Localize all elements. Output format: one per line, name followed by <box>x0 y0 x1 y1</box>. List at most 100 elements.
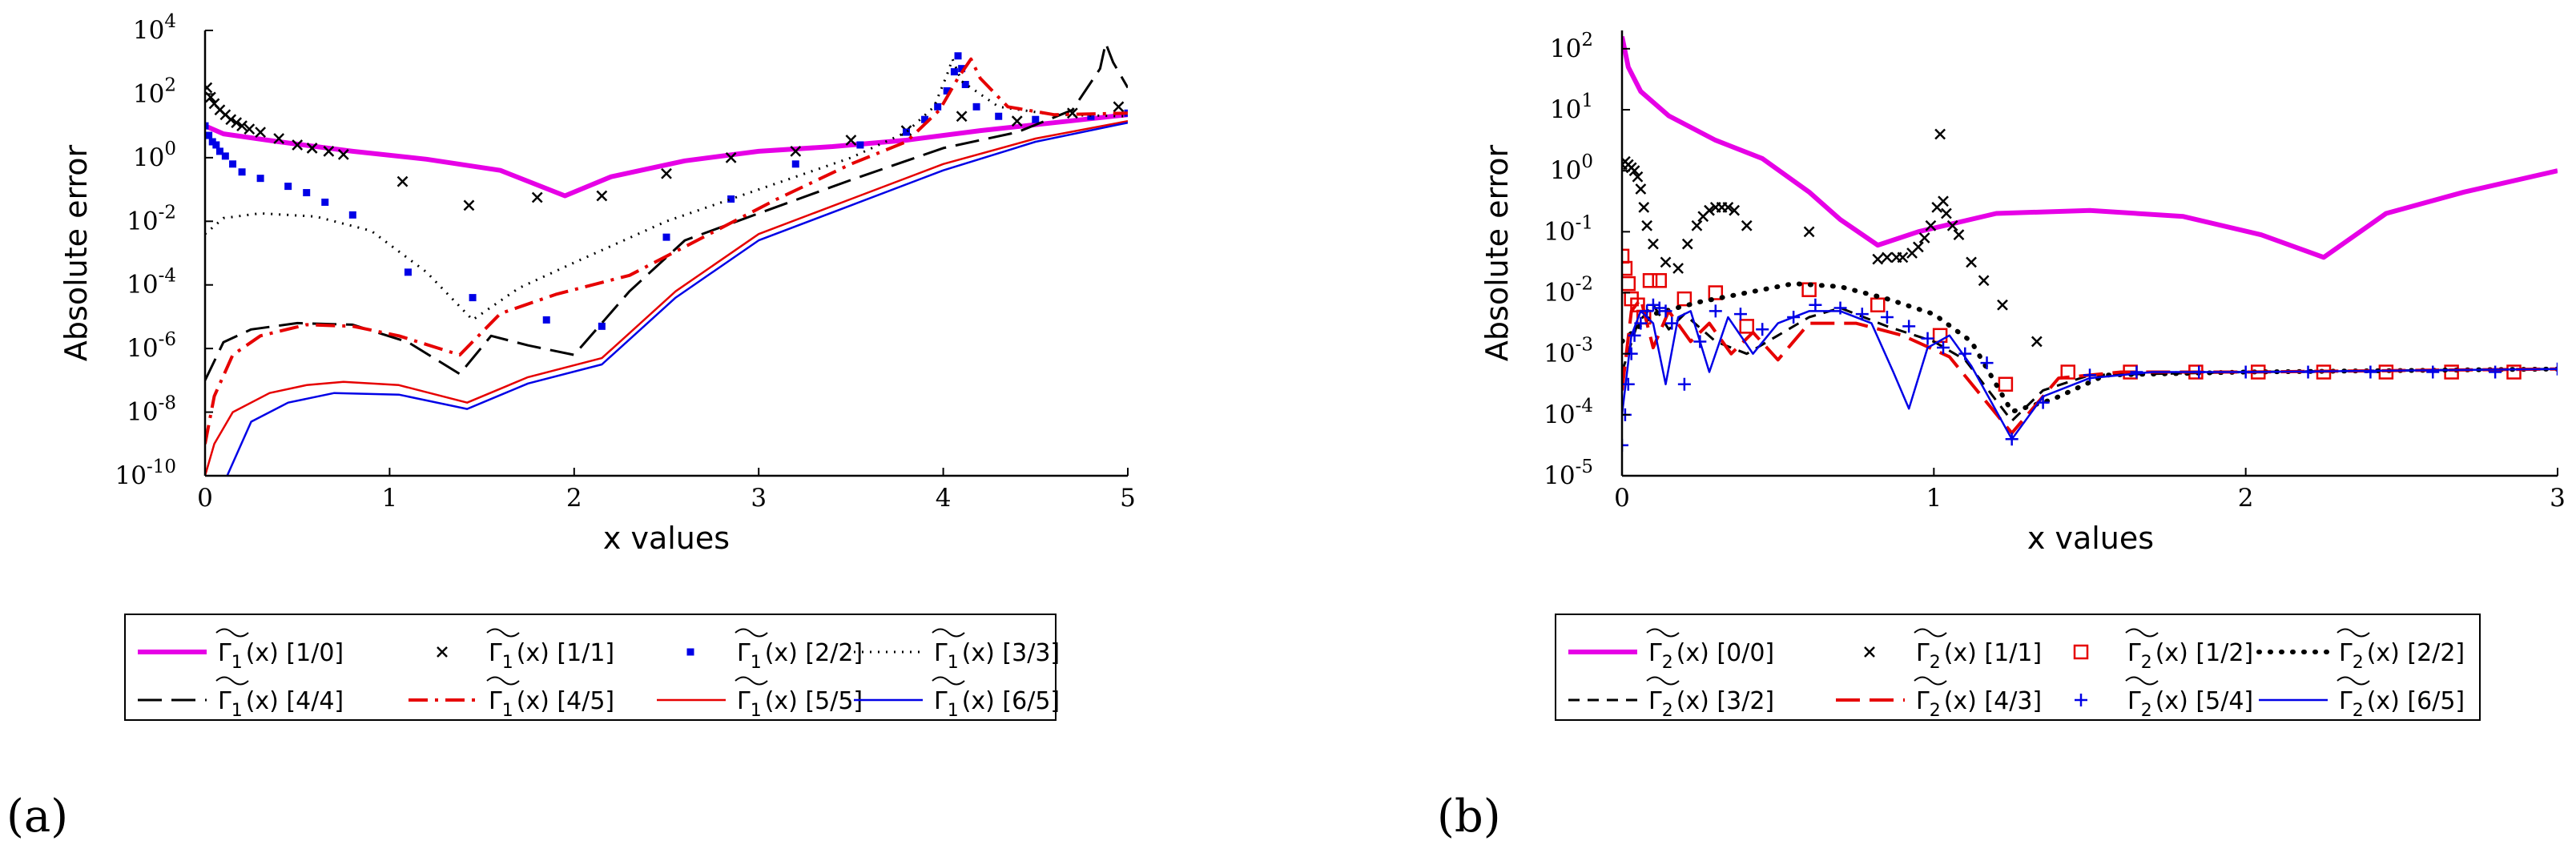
chart-b-series-1-1-point <box>1912 241 1924 253</box>
chart-a-x-tick-label: 0 <box>197 484 213 513</box>
chart-a-legend-entry-4-4-tilde <box>215 676 249 686</box>
chart-b-series-5-4-point <box>2364 365 2377 379</box>
chart-a-y-tick-label: 104 <box>133 11 176 45</box>
chart-b-legend-frame <box>1555 614 2481 721</box>
chart-a-legend-entry-4-4-label: Γ1 (x) [4/4] <box>218 687 344 721</box>
chart-a-series-1-1-point <box>1066 107 1078 119</box>
chart-a-x-tick-label: 1 <box>382 484 398 513</box>
chart-a-legend-entry-2-2-label: Γ1 (x) [2/2] <box>737 639 863 673</box>
chart-b-y-tick-label: 10-5 <box>1544 457 1593 490</box>
chart-b-series-1-2-point <box>1932 328 1948 344</box>
chart-a-series-2-2-point <box>903 128 911 136</box>
chart-b-legend-entry-3-2: Γ2 (x) [3/2] <box>1568 676 1774 721</box>
chart-b-series-1-1-point <box>1638 201 1650 213</box>
chart-a-y-tick-label: 10-8 <box>127 393 176 427</box>
chart-b-y-tick-label: 102 <box>1550 30 1593 63</box>
chart-b-series-4-3 <box>1622 297 2558 435</box>
chart-a: 0 1 2 3 4 5 10-10 10-8 10-6 10-4 10-2 100 102 104 x v… <box>6 11 1136 843</box>
chart-b-series-1-2-point <box>1708 285 1724 300</box>
chart-b-series-1-1-point <box>1978 275 1990 287</box>
chart-b-legend-entry-0-0-label: Γ2 (x) [0/0] <box>1648 639 1774 673</box>
chart-b-series-5-4-point <box>1733 308 1747 321</box>
chart-b-series-5-4-point <box>2426 365 2440 379</box>
chart-b-x-tick-label: 1 <box>1926 484 1942 513</box>
chart-b-series-1-2-point <box>1622 248 1630 264</box>
chart-a-series-2-2-point <box>921 115 929 123</box>
chart-b-x-tick-label: 2 <box>2238 484 2254 513</box>
chart-a-series-2-2-point <box>208 138 216 146</box>
chart-a-series-1-1-point <box>661 167 672 179</box>
chart-b-series-5-4 <box>1622 298 2558 452</box>
chart-a-series-1-1-point <box>292 139 304 151</box>
chart-a-x-label: x values <box>603 521 730 556</box>
chart-b-series-1-1-point <box>1918 232 1930 243</box>
chart-b-series-5-4-point <box>1756 323 1769 336</box>
chart-b-series-1-1-point <box>1941 207 1952 219</box>
chart-a-series-1-1-point <box>396 175 409 187</box>
chart-a-series-1-1-point <box>225 114 237 126</box>
chart-a-series-4-4 <box>205 42 1128 381</box>
chart-b-series-1-2-point <box>1739 319 1754 334</box>
chart-a-legend-entry-1-1-symbol <box>437 646 448 658</box>
chart-a-series-4-4-line <box>205 42 1128 381</box>
chart-b-y-tick-label: 100 <box>1550 151 1593 185</box>
chart-b-series-1-1-point <box>1632 171 1644 183</box>
chart-b-series-1-1 <box>1622 128 2043 348</box>
chart-b-series-1-1-point <box>1729 204 1741 216</box>
chart-a-y-tick-label: 102 <box>133 74 176 108</box>
chart-b-series-1-1-point <box>1672 263 1684 274</box>
chart-a-legend-entry-2-2-symbol <box>686 648 694 656</box>
chart-b-series-5-4-point <box>1902 320 1916 333</box>
chart-a-series-2-2-point <box>321 198 329 206</box>
chart-b-series-6-5 <box>1622 310 2558 441</box>
chart-a-legend-entry-5-5-tilde <box>735 676 768 686</box>
chart-b-legend-entry-2-2-tilde <box>2337 628 2370 638</box>
chart-b-series-5-4-point <box>2130 365 2143 379</box>
chart-a-series-1-1-point <box>337 149 349 160</box>
chart-b-series-2-2-line <box>1622 281 2558 414</box>
chart-b-legend-entry-4-3: Γ2 (x) [4/3] <box>1836 676 2042 721</box>
chart-b-series-1-1-point <box>1803 226 1815 238</box>
chart-a-series-1-1-point <box>956 111 968 123</box>
chart-b-series-1-1-point <box>1897 251 1909 264</box>
chart-b-series-1-1-point <box>1704 204 1715 216</box>
chart-b-legend-entry-6-5-label: Γ2 (x) [6/5] <box>2339 687 2465 721</box>
chart-a-series-2-2-point <box>662 233 670 241</box>
chart-a-x-tick-label: 5 <box>1120 484 1136 513</box>
chart-b-series-1-1-point <box>1925 219 1937 231</box>
chart-a-series-2-2-point <box>958 65 966 73</box>
chart-b-legend-entry-6-5-tilde <box>2337 676 2370 686</box>
chart-b-x-tick-label: 3 <box>2550 484 2566 513</box>
chart-a-legend: Γ1 (x) [1/0] Γ1 (x) [1/1] Γ1 (x) [2/2] Γ1 (x) [… <box>124 614 1060 721</box>
chart-a-series-2-2-point <box>961 81 969 89</box>
chart-a-y-tick-label: 10-6 <box>127 329 176 363</box>
chart-b-series-3-2-line <box>1622 304 2558 422</box>
chart-a-series-2-2-point <box>348 211 356 219</box>
chart-b-legend-entry-1-1-symbol <box>1864 646 1875 658</box>
chart-a-series-5-5 <box>205 119 1128 476</box>
chart-b-legend-entry-1-2-label: Γ2 (x) [1/2] <box>2127 639 2253 673</box>
chart-b-series-5-4-point <box>1640 304 1654 318</box>
chart-b-panel-label: (b) <box>1437 791 1501 843</box>
chart-b-series-5-4-point <box>1646 298 1660 312</box>
chart-a-plot-area <box>205 42 1128 476</box>
chart-a-y-tick-label: 10-2 <box>127 202 176 235</box>
chart-a-x-tick-label: 2 <box>566 484 582 513</box>
chart-a-legend-entry-4-5-label: Γ1 (x) [4/5] <box>489 687 614 721</box>
chart-a-x-tick-label: 4 <box>936 484 952 513</box>
chart-a-series-2-2-point <box>791 160 799 168</box>
chart-a-y-label: Absolute error <box>58 145 94 362</box>
chart-a-panel-label: (a) <box>6 791 68 843</box>
chart-b-legend-entry-0-0: Γ2 (x) [0/0] <box>1568 628 1774 673</box>
chart-b-legend-entry-2-2-label: Γ2 (x) [2/2] <box>2339 639 2465 673</box>
chart-a-series-1-1-point <box>531 191 543 203</box>
chart-b-series-5-4-point <box>2489 365 2502 379</box>
chart-a-series-1-1-point <box>205 82 213 94</box>
chart-a-legend-entry-1-1: Γ1 (x) [1/1] <box>437 628 614 673</box>
chart-a-legend-entry-4-5-tilde <box>486 676 520 686</box>
chart-a-legend-entry-6-5-tilde <box>932 676 965 686</box>
chart-b-series-1-1-point <box>1635 183 1647 195</box>
chart-a-series-1-1-point <box>236 120 248 132</box>
chart-b-series-1-1-point <box>1953 229 1965 241</box>
chart-a-legend-entry-6-5: Γ1 (x) [6/5] <box>854 676 1060 721</box>
